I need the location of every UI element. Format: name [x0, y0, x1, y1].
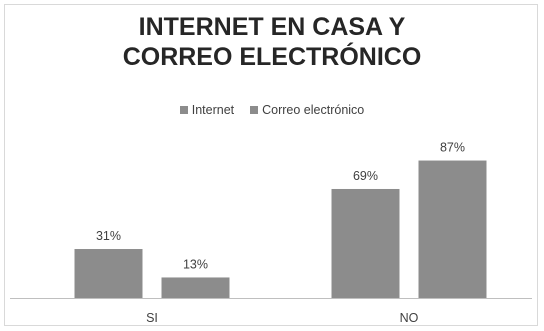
legend-label-correo: Correo electrónico: [262, 103, 365, 117]
chart-title-line-2: CORREO ELECTRÓNICO: [122, 43, 422, 71]
bar-correo-no: [418, 160, 487, 298]
data-label-internet-si: 31%: [96, 229, 121, 243]
category-label-no: NO: [400, 311, 419, 325]
bar-internet-si: [74, 249, 143, 298]
data-label-internet-no: 69%: [353, 169, 378, 183]
data-label-correo-no: 87%: [440, 141, 465, 155]
chart-title-line-1: INTERNET EN CASA Y: [138, 13, 406, 41]
data-label-correo-si: 13%: [183, 257, 208, 271]
chart-legend: Internet Correo electrónico: [0, 103, 544, 117]
category-label-si: SI: [146, 311, 158, 325]
legend-item-correo: Correo electrónico: [250, 103, 364, 117]
bar-correo-si: [161, 277, 230, 298]
legend-label-internet: Internet: [191, 103, 235, 117]
legend-item-internet: Internet: [179, 103, 235, 117]
legend-swatch-correo: [250, 106, 259, 114]
bar-internet-no: [331, 188, 400, 298]
legend-swatch-internet: [179, 106, 188, 114]
chart-title: INTERNET EN CASA Y CORREO ELECTRÓNICO: [0, 12, 544, 72]
